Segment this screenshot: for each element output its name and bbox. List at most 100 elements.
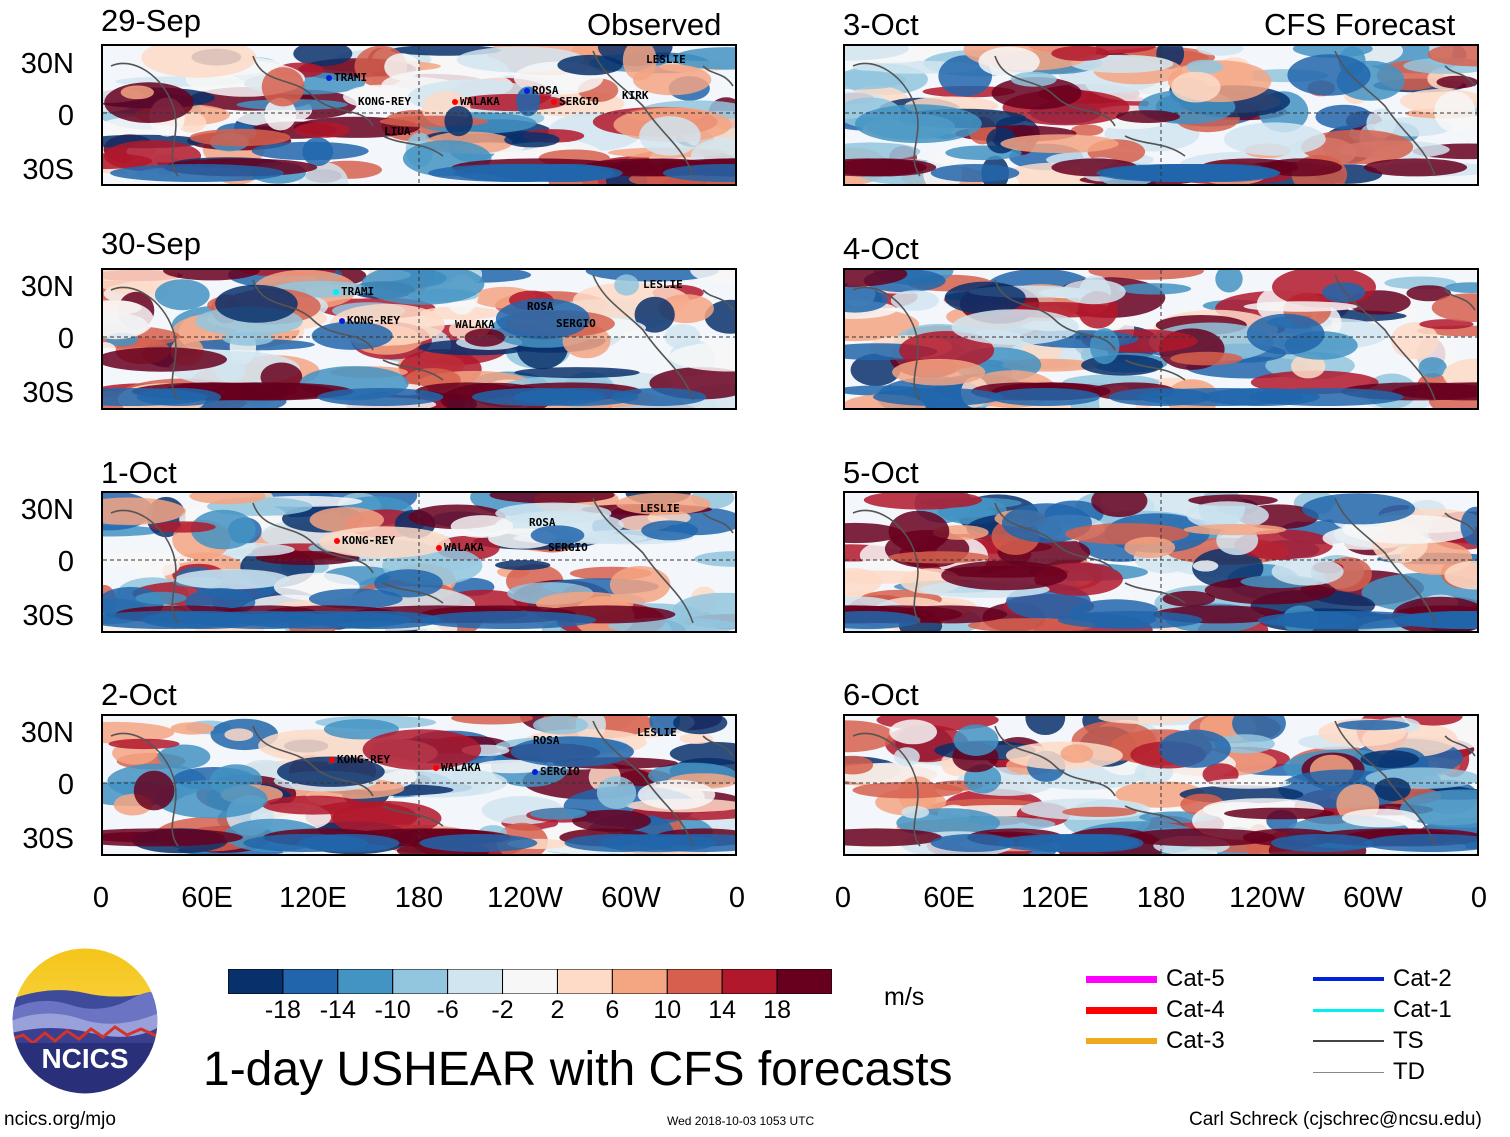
panel-title-right-3: 6-Oct [843, 677, 919, 712]
storm-name: LESLIE [637, 726, 677, 739]
lon-label-right-0: 0 [834, 882, 852, 914]
storm-marker [333, 289, 339, 295]
colorbar-tick-label: 14 [708, 996, 737, 1024]
storm-marker [436, 545, 442, 551]
storm-name: TRAMI [334, 71, 368, 84]
ncics-logo-graphic [11, 947, 159, 1095]
storm-label: LESLIE [640, 503, 680, 514]
storm-label: LESLIE [643, 279, 683, 290]
shear-field [845, 716, 1477, 854]
lon-label-left-120e: 120E [279, 882, 347, 914]
colorbar-tick-label: 6 [605, 996, 620, 1024]
storm-name: ROSA [527, 300, 554, 313]
storm-name: LIUA [384, 125, 411, 138]
storm-marker [326, 75, 332, 81]
storm-label: LESLIE [646, 54, 686, 65]
storm-name: KONG-REY [342, 534, 395, 547]
storm-marker [329, 757, 335, 763]
ncics-logo-text: NCICS [41, 1043, 129, 1074]
shear-field [845, 493, 1477, 631]
panel-title-right-0: 3-Oct [843, 7, 919, 42]
colorbar-tick-label: 2 [550, 996, 565, 1024]
colorbar-tick-label: -10 [374, 996, 411, 1024]
storm-name: TRAMI [341, 285, 375, 298]
map-panel-left-0 [101, 44, 737, 186]
storm-label: TRAMI [326, 72, 367, 83]
storm-name: WALAKA [455, 318, 495, 331]
storm-label: WALAKA [455, 319, 495, 330]
legend-line-cat-3 [1086, 1038, 1157, 1044]
lat-label-30s: 30S [22, 823, 74, 855]
storm-name: KONG-REY [347, 314, 400, 327]
lat-label-30s: 30S [22, 377, 74, 409]
storm-label: ROSA [527, 301, 554, 312]
shear-field [103, 270, 735, 408]
lon-label-right-120w: 120W [1229, 882, 1305, 914]
colorbar-swatch [776, 968, 833, 995]
panel-title-left-3: 2-Oct [101, 677, 177, 712]
lat-label-30n: 30N [20, 717, 74, 749]
colorbar-tick-label: 10 [653, 996, 682, 1024]
lat-label-0: 0 [57, 546, 74, 578]
lon-label-left-60w: 60W [601, 882, 661, 914]
storm-label: ROSA [533, 735, 560, 746]
shear-field [103, 46, 735, 184]
lon-label-right-180: 180 [1136, 882, 1186, 914]
storm-label: KONG-REY [334, 535, 395, 546]
storm-name: SERGIO [556, 317, 596, 330]
storm-label: SERGIO [532, 766, 580, 777]
storm-name: LESLIE [640, 502, 680, 515]
storm-label: SERGIO [551, 96, 599, 107]
shear-field [845, 46, 1477, 184]
storm-name: ROSA [532, 84, 559, 97]
forecast-label: CFS Forecast [1264, 7, 1456, 42]
shear-field [845, 270, 1477, 408]
lat-label-30s: 30S [22, 600, 74, 632]
colorbar-swatch [721, 968, 778, 995]
storm-name: KIRK [622, 89, 649, 102]
legend-line-ts [1313, 1040, 1384, 1042]
storm-label: ROSA [524, 85, 559, 96]
map-panel-right-2 [843, 491, 1479, 633]
storm-marker [524, 88, 530, 94]
legend-label-td: TD [1393, 1058, 1425, 1085]
storm-label: LIUA [384, 126, 411, 137]
colorbar-swatch [502, 968, 558, 995]
storm-name: WALAKA [444, 541, 484, 554]
legend-line-cat-4 [1086, 1006, 1157, 1014]
colorbar-swatch [666, 968, 723, 995]
storm-label: WALAKA [433, 762, 481, 773]
storm-label: TRAMI [333, 286, 374, 297]
storm-marker [334, 538, 340, 544]
storm-name: WALAKA [441, 761, 481, 774]
colorbar-swatch [447, 968, 504, 995]
storm-marker [339, 318, 345, 324]
lat-label-30s: 30S [22, 154, 74, 186]
storm-name: KONG-REY [337, 753, 390, 766]
shear-field [103, 493, 735, 631]
credit: Carl Schreck (cjschrec@ncsu.edu) [1189, 1109, 1482, 1130]
panel-title-left-0: 29-Sep [101, 3, 201, 38]
legend-line-cat-1 [1313, 1008, 1384, 1012]
colorbar-swatch [282, 968, 339, 995]
legend-label-cat-5: Cat-5 [1166, 965, 1225, 992]
legend-label-cat-2: Cat-2 [1393, 965, 1452, 992]
colorbar-swatch [392, 968, 449, 995]
colorbar-tick-label: -14 [319, 996, 356, 1024]
map-panel-left-1 [101, 268, 737, 410]
storm-label: KONG-REY [329, 754, 390, 765]
website-link[interactable]: ncics.org/mjo [4, 1109, 116, 1130]
storm-marker [452, 99, 458, 105]
lon-label-right-60w: 60W [1343, 882, 1403, 914]
ncics-logo: NCICS [11, 947, 159, 1095]
colorbar-tick-label: -18 [264, 996, 301, 1024]
colorbar-tick-label: -2 [491, 996, 514, 1024]
colorbar-units: m/s [884, 983, 925, 1011]
storm-name: ROSA [529, 516, 556, 529]
lat-label-0: 0 [57, 769, 74, 801]
storm-label: SERGIO [548, 542, 588, 553]
lon-label-left-120w: 120W [487, 882, 563, 914]
storm-label: LESLIE [637, 727, 677, 738]
colorbar [227, 968, 833, 995]
lon-label-right-60e: 60E [923, 882, 975, 914]
